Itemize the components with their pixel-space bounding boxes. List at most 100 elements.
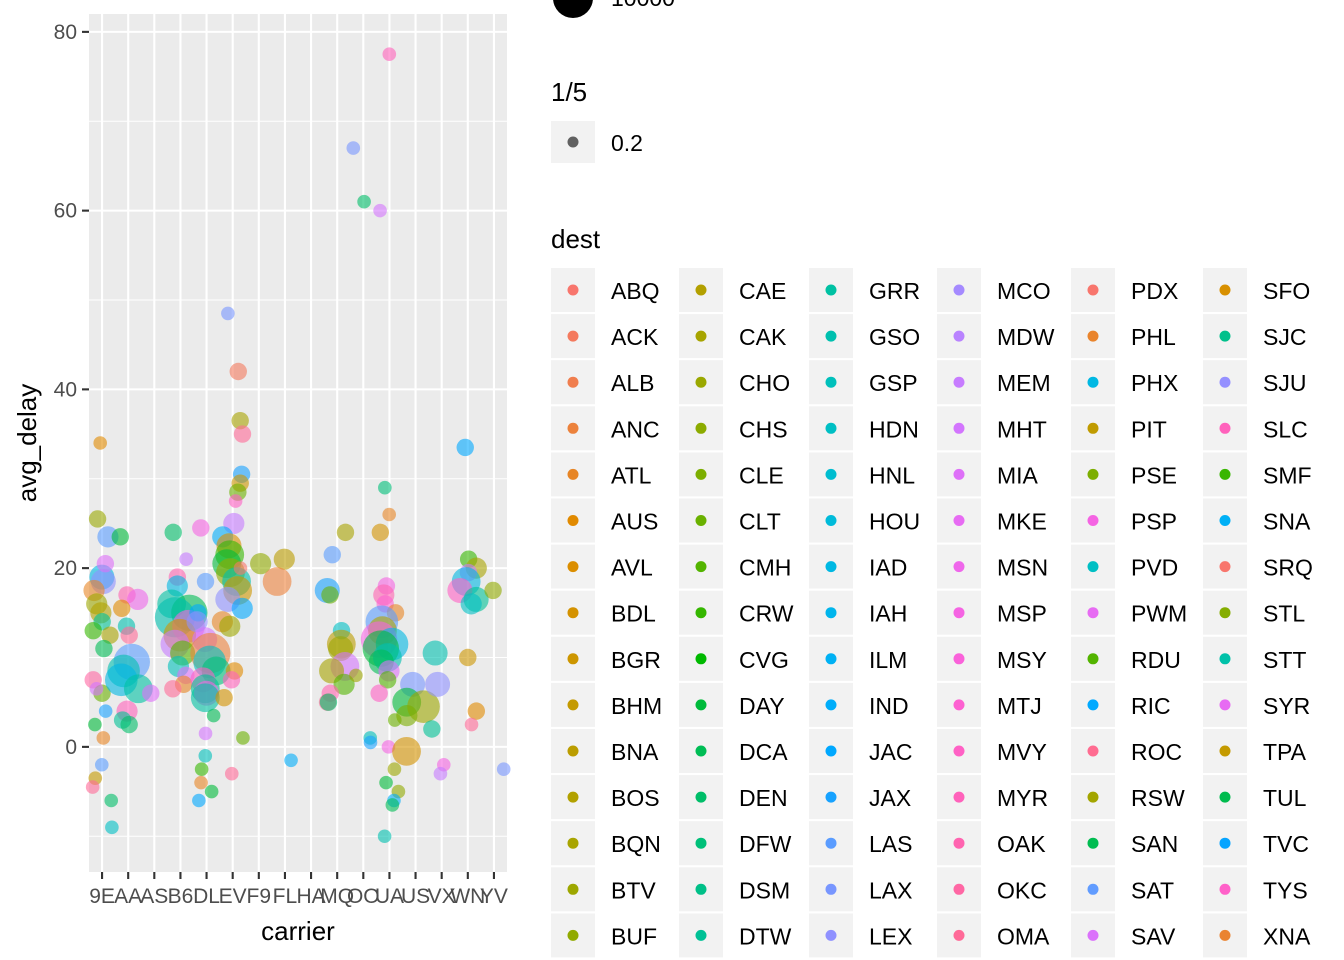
data-point (127, 588, 149, 611)
data-point (215, 689, 233, 707)
color-legend-label: DEN (739, 785, 788, 811)
data-point (250, 553, 272, 575)
x-tick-label: AS (140, 885, 168, 908)
color-legend-label: BNA (611, 739, 659, 765)
data-point (112, 599, 131, 618)
data-point (378, 480, 392, 495)
color-legend-label: ROC (1131, 739, 1182, 765)
data-point (323, 546, 341, 564)
color-legend-swatch (695, 468, 707, 480)
color-legend-swatch (1219, 791, 1231, 803)
color-legend-label: SJC (1263, 324, 1306, 350)
color-legend-swatch (1219, 883, 1231, 895)
data-point (120, 715, 138, 734)
color-legend-label: SRQ (1263, 555, 1313, 581)
color-legend-swatch (825, 468, 837, 480)
data-point (84, 621, 102, 640)
color-legend-label: BOS (611, 785, 660, 811)
data-point (192, 793, 206, 808)
data-point (142, 684, 160, 702)
plot-panel (89, 14, 507, 872)
color-legend-swatch (825, 515, 837, 526)
data-point (373, 203, 387, 218)
color-legend-label: STL (1263, 601, 1305, 627)
color-legend-label: AVL (611, 555, 653, 581)
size-legend-key (553, 0, 593, 18)
color-legend-label: CAK (739, 324, 787, 350)
color-legend-swatch (567, 607, 579, 619)
color-legend-swatch (567, 561, 579, 573)
data-point (236, 731, 250, 745)
color-legend-label: MSN (997, 555, 1048, 581)
color-legend-label: HDN (869, 416, 919, 442)
x-tick-label: UA (375, 885, 404, 908)
color-legend-label: SFO (1263, 278, 1310, 304)
color-legend-swatch (695, 929, 707, 941)
x-tick-label: MQ (320, 885, 354, 908)
color-legend-label: PIT (1131, 416, 1167, 442)
data-point (93, 436, 107, 450)
data-point (88, 717, 102, 732)
color-legend-swatch (695, 515, 707, 526)
color-legend-label: AUS (611, 509, 658, 535)
color-legend-label: DFW (739, 831, 792, 857)
color-legend-label: MHT (997, 416, 1047, 442)
data-point (190, 683, 220, 713)
color-legend-swatch (1219, 330, 1231, 342)
color-legend-label: PVD (1131, 555, 1178, 581)
data-point (95, 639, 113, 658)
color-legend-label: ANC (611, 416, 660, 442)
color-legend-label: OKC (997, 877, 1047, 903)
color-legend-swatch (567, 330, 579, 342)
x-tick-label: VX (428, 885, 456, 908)
x-tick-label: HA (296, 885, 325, 908)
color-legend-label: SJU (1263, 370, 1306, 396)
color-legend-label: CLE (739, 462, 784, 488)
color-legend-swatch (567, 929, 579, 941)
color-legend-swatch (825, 837, 837, 849)
color-legend-label: MVY (997, 739, 1047, 765)
color-legend-swatch (1219, 422, 1231, 434)
color-legend-swatch (953, 561, 965, 573)
data-point (111, 528, 129, 546)
color-legend-label: DAY (739, 693, 785, 719)
color-legend-label: MDW (997, 324, 1055, 350)
color-legend-label: MIA (997, 462, 1039, 488)
data-point (459, 648, 477, 667)
color-legend-swatch (1219, 284, 1231, 296)
color-legend-label: CHO (739, 370, 790, 396)
color-legend-swatch (1087, 561, 1099, 573)
data-point (198, 749, 213, 763)
data-point (433, 766, 448, 781)
color-legend-swatch (695, 376, 707, 388)
color-legend-swatch (1087, 515, 1099, 526)
color-legend-label: BDL (611, 601, 656, 627)
color-legend-label: BTV (611, 877, 656, 903)
alpha-legend-label: 0.2 (611, 130, 643, 156)
color-legend-label: ATL (611, 462, 652, 488)
color-legend-label: RIC (1131, 693, 1171, 719)
x-axis-title: carrier (261, 916, 335, 946)
data-point (101, 626, 119, 644)
color-legend-label: MKE (997, 509, 1047, 535)
color-legend-swatch (695, 653, 707, 665)
color-legend-label: XNA (1263, 923, 1311, 949)
color-legend-swatch (1219, 699, 1231, 711)
y-tick-label: 0 (65, 736, 77, 759)
color-legend-label: PHL (1131, 324, 1176, 350)
x-tick-label: 9E (89, 885, 115, 908)
color-legend-swatch (1087, 929, 1099, 941)
color-legend-swatch (1087, 883, 1099, 895)
color-legend-label: CHS (739, 416, 788, 442)
color-legend-swatch (695, 561, 707, 573)
color-legend-swatch (953, 422, 965, 434)
color-legend-label: TUL (1263, 785, 1307, 811)
color-legend-swatch (567, 837, 579, 849)
data-point (98, 704, 113, 718)
data-point (460, 593, 482, 615)
x-tick-label: FL (273, 885, 298, 908)
color-legend-swatch (825, 607, 837, 619)
data-point (194, 762, 209, 777)
color-legend-swatch (825, 929, 837, 941)
